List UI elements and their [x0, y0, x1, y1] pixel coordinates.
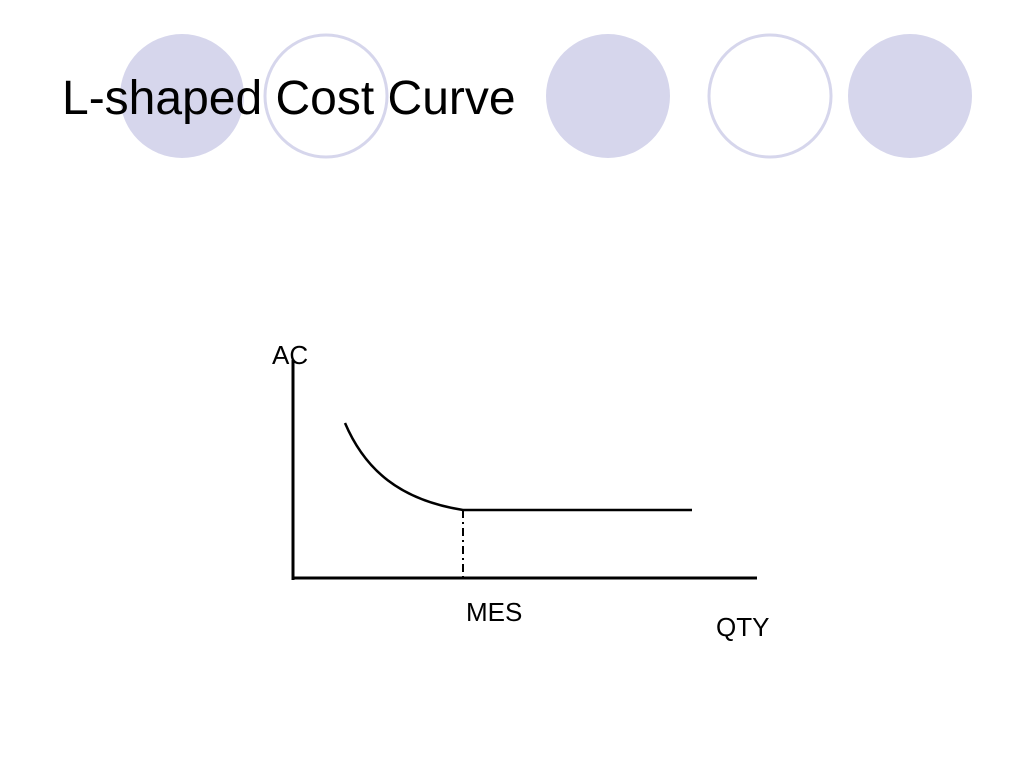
circle-outline	[263, 33, 389, 159]
mes-label: MES	[466, 597, 522, 627]
decoration	[120, 33, 972, 159]
circle-filled	[848, 34, 972, 158]
cost-diagram	[291, 360, 757, 580]
x-axis-label: QTY	[716, 612, 769, 642]
circle-outline	[707, 33, 833, 159]
y-axis-label: AC	[272, 340, 308, 370]
cost-curve	[343, 422, 692, 512]
circle-filled	[120, 34, 244, 158]
circle-filled	[546, 34, 670, 158]
slide-title: L-shaped Cost Curve	[62, 72, 516, 125]
